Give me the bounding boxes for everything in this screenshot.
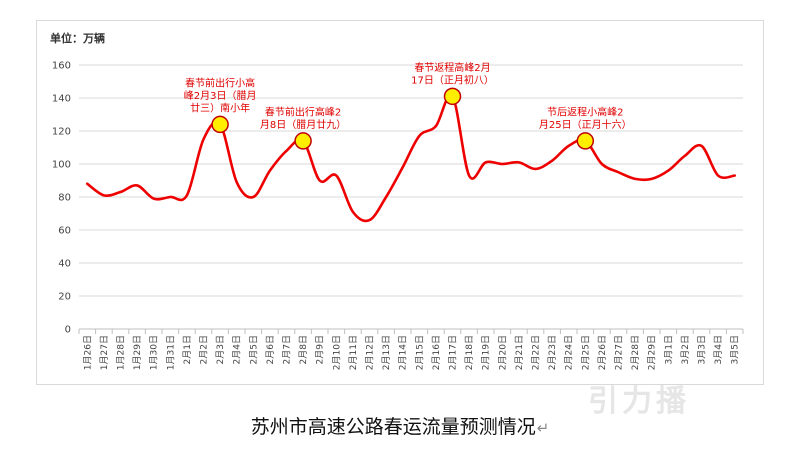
peak-marker bbox=[443, 87, 462, 106]
x-tick-label: 3月3日 bbox=[697, 335, 708, 364]
x-tick-label: 2月11日 bbox=[348, 335, 359, 370]
x-tick-label: 3月5日 bbox=[730, 335, 741, 364]
annotation-label: 峰2月3日（腊月 bbox=[184, 90, 257, 102]
x-tick-label: 1月26日 bbox=[82, 335, 93, 370]
x-tick-label: 2月24日 bbox=[564, 335, 575, 370]
x-tick-label: 1月31日 bbox=[165, 335, 176, 370]
x-tick-label: 2月19日 bbox=[481, 335, 492, 370]
line-chart: 0 20 40 60 80 100 120 140 160 1月26日 1月27日 1月28日 1月29… bbox=[52, 61, 744, 370]
x-tick-label: 2月3日 bbox=[215, 335, 226, 364]
x-tick-label: 2月6日 bbox=[265, 335, 276, 364]
x-tick-label: 2月29日 bbox=[647, 335, 658, 370]
annotation-label: 月25日（正月十六） bbox=[539, 118, 632, 131]
annotation-label: 春节前出行高峰2 bbox=[265, 105, 341, 118]
x-tick-label: 2月4日 bbox=[232, 335, 243, 364]
x-tick-label: 2月27日 bbox=[614, 335, 625, 370]
series-line bbox=[86, 93, 736, 223]
y-tick-label: 40 bbox=[58, 259, 71, 270]
x-tick-label: 3月1日 bbox=[663, 335, 674, 364]
x-tick-label: 2月16日 bbox=[431, 335, 442, 370]
x-tick-label: 2月26日 bbox=[597, 335, 608, 370]
x-tick-label: 2月13日 bbox=[381, 335, 392, 370]
peak-marker bbox=[294, 132, 312, 150]
x-tick-label: 1月28日 bbox=[116, 335, 127, 370]
peak-marker bbox=[576, 132, 595, 150]
x-tick-label: 2月15日 bbox=[414, 335, 425, 370]
annotation-label: 17日（正月初八） bbox=[411, 73, 494, 86]
x-tick-label: 2月1日 bbox=[182, 335, 193, 364]
x-tick-label: 2月18日 bbox=[464, 335, 475, 370]
annotation-label: 廿三）南小年 bbox=[190, 101, 250, 114]
x-tick-label: 1月30日 bbox=[149, 335, 160, 370]
x-tick-label: 2月5日 bbox=[248, 335, 259, 364]
y-tick-label: 80 bbox=[58, 193, 71, 204]
y-tick-label: 160 bbox=[52, 61, 71, 72]
y-tick-label: 0 bbox=[65, 325, 71, 336]
x-tick-label: 2月20日 bbox=[497, 335, 508, 370]
x-tick-label: 2月2日 bbox=[199, 335, 210, 364]
x-tick-label: 2月17日 bbox=[448, 335, 459, 370]
x-tick-label: 2月28日 bbox=[630, 335, 641, 370]
x-tick-label: 2月8日 bbox=[298, 335, 309, 364]
annotation-label: 月8日（腊月廿九） bbox=[260, 119, 346, 131]
x-tick-label: 2月25日 bbox=[580, 335, 591, 370]
annotation-label: 春节前出行小高 bbox=[185, 76, 255, 89]
x-tick-label: 2月22日 bbox=[531, 335, 542, 370]
y-tick-label: 120 bbox=[52, 127, 71, 138]
x-tick-label: 2月23日 bbox=[547, 335, 558, 370]
x-tick-label: 2月9日 bbox=[315, 335, 326, 364]
chart-frame bbox=[36, 20, 764, 385]
x-tick-label: 3月2日 bbox=[680, 335, 691, 364]
x-tick-label: 2月7日 bbox=[282, 335, 293, 364]
watermark-logo: 引力播 bbox=[588, 384, 690, 419]
x-tick-label: 1月27日 bbox=[99, 335, 110, 370]
y-tick-label: 100 bbox=[52, 160, 71, 171]
y-tick-label: 60 bbox=[58, 226, 71, 237]
y-tick-label: 20 bbox=[58, 292, 71, 303]
caption-text: 苏州市高速公路春运流量预测情况 bbox=[250, 416, 536, 438]
x-tick-label: 2月14日 bbox=[398, 335, 409, 370]
y-tick-label: 140 bbox=[52, 94, 71, 105]
x-tick-label: 2月21日 bbox=[514, 335, 525, 370]
return-mark-icon: ↵ bbox=[536, 419, 550, 437]
peak-marker bbox=[211, 115, 229, 134]
x-tick-label: 3月4日 bbox=[713, 335, 724, 364]
annotation-label: 节后返程小高峰2 bbox=[547, 105, 623, 118]
unit-label: 单位：万辆 bbox=[50, 32, 105, 45]
x-tick-label: 2月12日 bbox=[365, 335, 376, 370]
annotation-label: 春节返程高峰2月 bbox=[414, 61, 490, 74]
x-tick-label: 1月29日 bbox=[132, 335, 143, 370]
chart-caption: 苏州市高速公路春运流量预测情况↵ bbox=[0, 412, 800, 439]
x-tick-label: 2月10日 bbox=[331, 335, 342, 370]
